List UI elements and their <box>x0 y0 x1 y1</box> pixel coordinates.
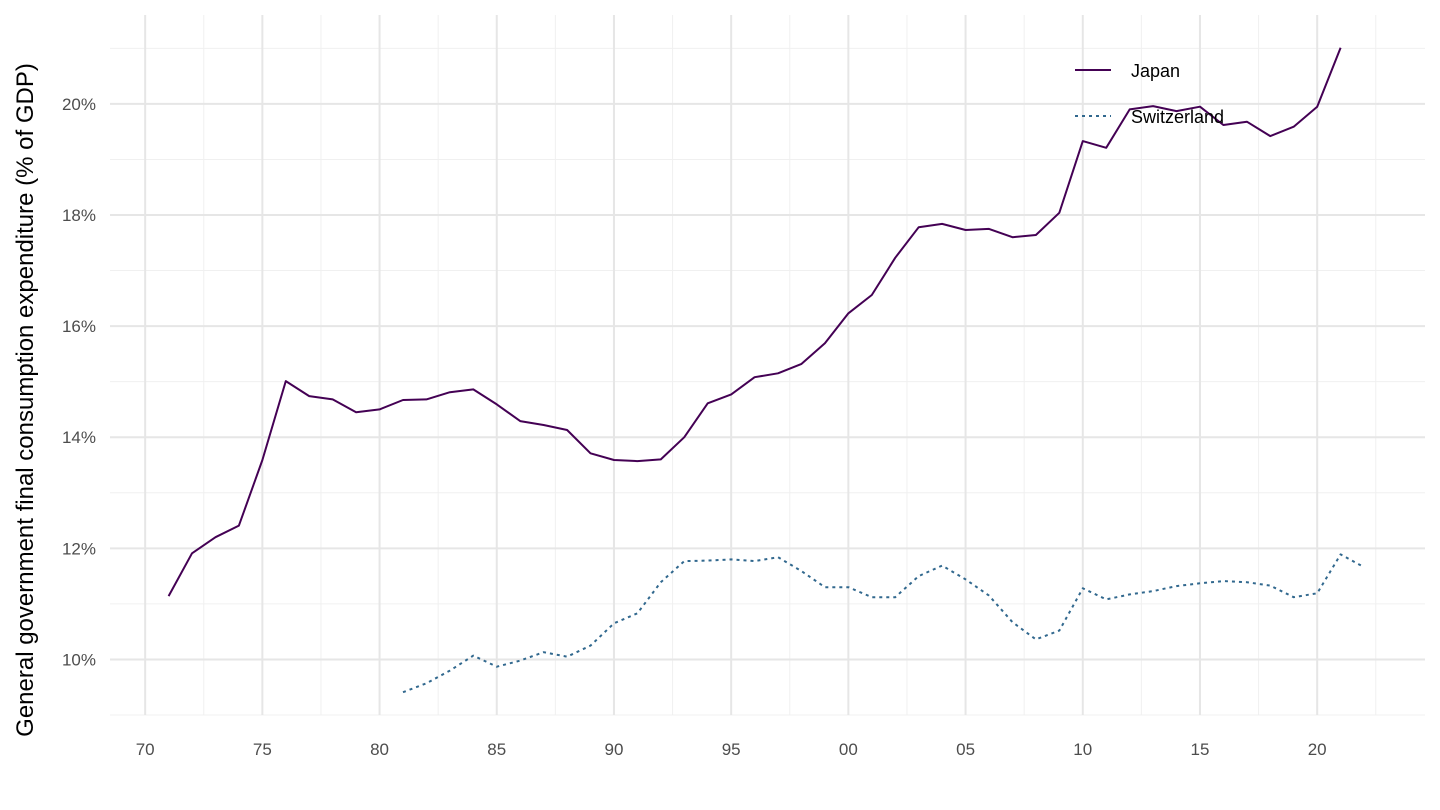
y-tick-label: 14% <box>62 428 96 447</box>
x-tick-label: 95 <box>722 740 741 759</box>
x-tick-label: 85 <box>487 740 506 759</box>
x-tick-label: 80 <box>370 740 389 759</box>
x-tick-label: 05 <box>956 740 975 759</box>
x-tick-label: 90 <box>605 740 624 759</box>
legend-label-japan: Japan <box>1131 61 1180 81</box>
y-tick-label: 20% <box>62 95 96 114</box>
x-tick-label: 10 <box>1073 740 1092 759</box>
series-lines <box>167 47 1365 694</box>
x-tick-label: 75 <box>253 740 272 759</box>
series-line-japan <box>167 47 1342 597</box>
legend-label-switzerland: Switzerland <box>1131 107 1224 127</box>
x-axis-ticks: 70 75 80 85 90 95 00 05 10 15 20 <box>136 740 1327 759</box>
grid <box>110 15 1425 716</box>
y-tick-label: 18% <box>62 206 96 225</box>
x-tick-label: 70 <box>136 740 155 759</box>
legend: Japan Switzerland <box>1075 61 1224 127</box>
y-tick-label: 16% <box>62 317 96 336</box>
x-tick-label: 15 <box>1191 740 1210 759</box>
series-line-switzerland <box>402 553 1365 694</box>
y-tick-label: 12% <box>62 539 96 558</box>
y-axis-ticks: 10% 12% 14% 16% 18% 20% <box>62 95 96 670</box>
y-axis-label: General government final consumption exp… <box>12 63 39 737</box>
x-tick-label: 00 <box>839 740 858 759</box>
y-tick-label: 10% <box>62 650 96 669</box>
x-tick-label: 20 <box>1308 740 1327 759</box>
